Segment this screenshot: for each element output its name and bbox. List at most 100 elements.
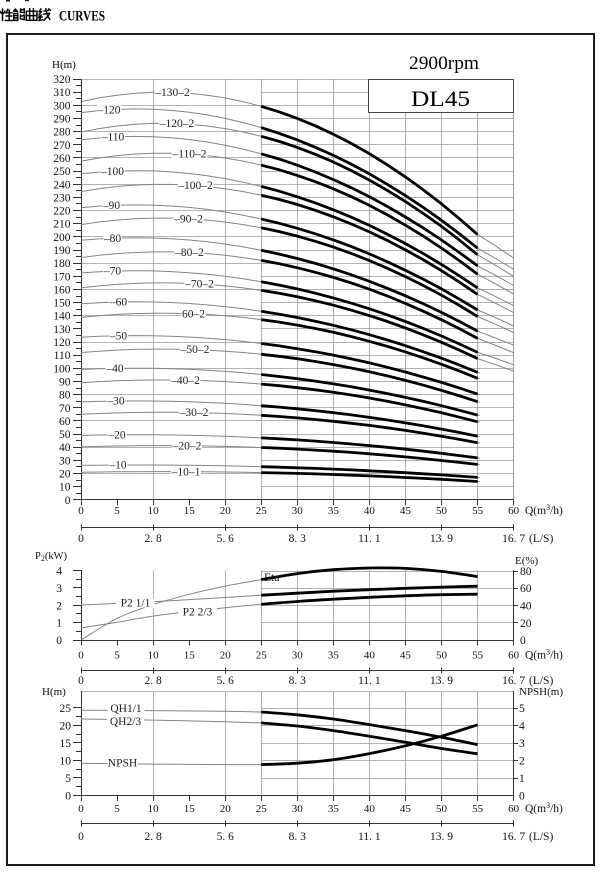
svg-text:55: 55 [472,803,484,815]
svg-text:200: 200 [53,232,71,244]
svg-text:120: 120 [53,337,71,349]
svg-text:15: 15 [184,803,196,815]
svg-text:–40–2: –40–2 [170,375,200,387]
svg-text:230: 230 [53,192,71,204]
svg-text:16. 7: 16. 7 [502,831,525,843]
svg-text:35: 35 [328,803,340,815]
svg-text:E(%): E(%) [515,555,539,567]
svg-text:–90: –90 [102,200,121,212]
svg-text:8. 3: 8. 3 [289,831,307,843]
svg-text:4: 4 [519,721,525,733]
svg-text:0: 0 [65,495,71,507]
svg-text:–20–2: –20–2 [172,440,202,452]
svg-text:–130–2: –130–2 [154,87,190,99]
svg-text:50: 50 [436,803,448,815]
svg-text:–50: –50 [109,330,128,342]
svg-text:3: 3 [56,583,62,595]
svg-text:60: 60 [508,505,520,517]
svg-text:–30–2: –30–2 [179,407,209,419]
svg-text:80: 80 [520,566,532,578]
svg-text:–80–2: –80–2 [174,247,204,259]
svg-text:15: 15 [184,650,196,662]
svg-text:16. 7: 16. 7 [502,675,525,687]
svg-text:5: 5 [114,650,120,662]
svg-text:290: 290 [53,114,71,126]
svg-text:30: 30 [292,803,304,815]
svg-text:40: 40 [364,505,376,517]
svg-text:0: 0 [520,635,526,647]
svg-text:170: 170 [53,271,71,283]
svg-text:11. 1: 11. 1 [358,831,381,843]
svg-text:260: 260 [53,153,71,165]
svg-text:–10–1: –10–1 [171,466,201,478]
svg-text:Q(m3/h): Q(m3/h) [525,648,563,662]
svg-text:30: 30 [292,505,304,517]
svg-text:55: 55 [472,650,484,662]
svg-text:NPSH: NPSH [108,758,137,770]
svg-text:220: 220 [53,206,71,218]
svg-text:40: 40 [59,442,71,454]
svg-text:210: 210 [53,219,71,231]
svg-text:35: 35 [328,650,340,662]
svg-text:30: 30 [292,650,304,662]
svg-text:20: 20 [59,469,71,481]
svg-text:25: 25 [256,650,268,662]
svg-text:–20: –20 [107,429,126,441]
svg-text:50: 50 [436,505,448,517]
svg-text:13. 9: 13. 9 [430,533,453,545]
svg-text:(L/S): (L/S) [529,675,553,687]
svg-text:–110–2: –110–2 [171,149,206,161]
svg-text:0: 0 [78,831,84,843]
svg-text:5. 6: 5. 6 [217,675,235,687]
svg-text:–120: –120 [97,104,121,116]
svg-text:2: 2 [56,600,62,612]
svg-text:35: 35 [328,505,340,517]
svg-text:25: 25 [256,803,268,815]
svg-text:15: 15 [60,738,72,750]
svg-text:11. 1: 11. 1 [358,533,381,545]
svg-text:–90–2: –90–2 [173,213,203,225]
svg-text:–50–2: –50–2 [180,344,210,356]
svg-text:250: 250 [53,166,71,178]
svg-text:–100–2: –100–2 [177,180,213,192]
svg-text:H(m): H(m) [42,686,66,698]
svg-text:60: 60 [508,650,520,662]
svg-text:0: 0 [78,533,84,545]
svg-text:Q(m3/h): Q(m3/h) [525,801,563,815]
svg-text:40: 40 [364,803,376,815]
svg-text:QH1/1: QH1/1 [110,703,142,715]
svg-text:280: 280 [53,127,71,139]
svg-text:0: 0 [78,803,84,815]
svg-text:240: 240 [53,179,71,191]
svg-text:Q(m3/h): Q(m3/h) [525,503,563,517]
svg-text:10: 10 [148,505,160,517]
svg-text:3: 3 [519,738,525,750]
svg-text:11. 1: 11. 1 [358,675,381,687]
svg-text:60: 60 [520,583,532,595]
svg-text:45: 45 [400,505,412,517]
svg-text:5. 6: 5. 6 [217,831,235,843]
svg-text:320: 320 [53,74,71,86]
svg-text:30: 30 [59,455,71,467]
svg-text:–10: –10 [108,460,127,472]
svg-text:10: 10 [148,650,160,662]
svg-text:90: 90 [59,377,71,389]
svg-text:–30: –30 [106,396,125,408]
svg-text:0: 0 [78,650,84,662]
svg-text:Eta: Eta [264,572,279,584]
svg-text:25: 25 [60,703,72,715]
svg-text:15: 15 [184,505,196,517]
svg-text:0: 0 [519,791,525,803]
svg-text:40: 40 [364,650,376,662]
svg-text:5. 6: 5. 6 [217,533,235,545]
svg-text:P2 2/3: P2 2/3 [183,607,213,619]
svg-text:0: 0 [65,791,71,803]
svg-text:2: 2 [519,756,525,768]
svg-text:QH2/3: QH2/3 [110,716,142,728]
svg-text:300: 300 [53,100,71,112]
svg-text:310: 310 [53,87,71,99]
svg-text:5: 5 [114,803,120,815]
svg-text:130: 130 [53,324,71,336]
svg-text:10: 10 [148,803,160,815]
svg-text:40: 40 [520,601,532,613]
